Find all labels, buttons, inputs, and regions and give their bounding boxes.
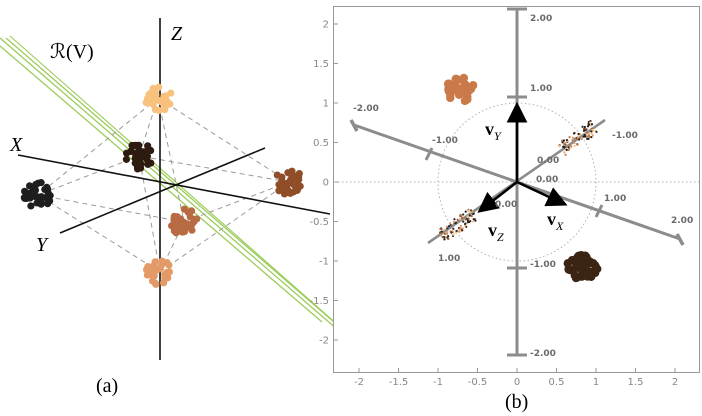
panel-b-caption: (b) bbox=[505, 391, 528, 413]
axes-3d bbox=[17, 18, 331, 360]
zero-label-3: 0.00 bbox=[495, 200, 517, 210]
cluster-3d bbox=[142, 83, 175, 115]
cluster-3d bbox=[143, 257, 173, 288]
vector-x-label: vX bbox=[547, 209, 564, 233]
daxis-label-m1: -1.00 bbox=[432, 136, 458, 146]
y-tick-label: -1.5 bbox=[309, 296, 329, 307]
octahedron-edge bbox=[37, 194, 161, 273]
vector-vx-arrow bbox=[516, 180, 568, 207]
x-tick-label: 2 bbox=[672, 377, 678, 388]
octahedron-edge bbox=[183, 181, 290, 223]
x-tick-label: 0 bbox=[514, 377, 520, 388]
cluster-3d bbox=[122, 141, 155, 173]
vaxis-label-m1: -1.00 bbox=[530, 260, 556, 270]
y-tick-label: 0 bbox=[323, 178, 329, 189]
daxis-label-2: 2.00 bbox=[671, 216, 693, 226]
x-tick-label: -1 bbox=[433, 377, 443, 388]
reference-lines bbox=[334, 102, 699, 262]
diagonal-axis-tick-left bbox=[424, 147, 434, 161]
projected-point-clouds bbox=[438, 119, 598, 241]
color-clusters-3d bbox=[20, 83, 304, 288]
octahedron-edge bbox=[37, 97, 159, 196]
panel-a: Z X Y ℛ(V) (a) bbox=[0, 18, 339, 397]
vector-vz-arrow bbox=[477, 180, 518, 213]
z-axis-label: Z bbox=[171, 23, 183, 45]
vaxis-label-m2: -2.00 bbox=[530, 349, 556, 359]
y-tick-label: -2 bbox=[319, 336, 329, 347]
color-clusters-2d bbox=[443, 73, 602, 283]
y-tick-label: 1 bbox=[323, 99, 329, 110]
zero-label-2: 0.00 bbox=[536, 175, 558, 185]
d2axis-label-m1: -1.00 bbox=[612, 131, 638, 141]
octahedron-edge bbox=[37, 194, 185, 223]
octahedron-edge bbox=[37, 155, 140, 196]
diagonal-axis-cap-left bbox=[349, 119, 359, 132]
panel-b: -2 -1.5 -1 -0.5 0 0.5 1 1.5 2 2 1.5 1 0.5 0 -0.5 -1 -1.5… bbox=[309, 6, 700, 413]
cluster-3d bbox=[168, 205, 201, 237]
y-axis-line bbox=[59, 147, 266, 234]
y-tick-label: 0.5 bbox=[313, 138, 329, 149]
x-axis-label: X bbox=[9, 134, 23, 156]
projected-cloud bbox=[438, 208, 477, 241]
x-tick-label: -2 bbox=[354, 377, 364, 388]
d2axis-label-1: 1.00 bbox=[438, 254, 460, 264]
daxis-label-1: 1.00 bbox=[604, 194, 626, 204]
panel-a-caption: (a) bbox=[96, 375, 118, 397]
projected-cloud bbox=[558, 119, 598, 156]
daxis-label-m2: -2.00 bbox=[353, 104, 379, 114]
x-axis-line bbox=[17, 154, 331, 215]
y-tick-label: -1 bbox=[319, 257, 329, 268]
diagonal-axis-cap-right bbox=[675, 233, 685, 246]
cluster-3d bbox=[20, 179, 54, 210]
x-tick-label: -1.5 bbox=[389, 377, 409, 388]
vector-y-label: vY bbox=[485, 119, 502, 143]
x-tick-label: -0.5 bbox=[468, 377, 488, 388]
unit-circle bbox=[437, 102, 597, 262]
x-tick-label: 1 bbox=[593, 377, 599, 388]
octahedron-edge bbox=[138, 155, 161, 273]
basis-vectors bbox=[477, 101, 568, 213]
diagonal-axis-tick-right bbox=[594, 204, 604, 218]
octahedron-edge bbox=[157, 97, 185, 223]
y-tick-label: -0.5 bbox=[309, 217, 329, 228]
cluster-3d bbox=[273, 167, 304, 198]
vaxis-label-2: 2.00 bbox=[530, 14, 552, 24]
cluster-2d bbox=[443, 73, 478, 106]
frame-ticks: -2 -1.5 -1 -0.5 0 0.5 1 1.5 2 2 1.5 1 0.5 0 -0.5 -1 -1.5… bbox=[309, 20, 678, 389]
y-axis-label: Y bbox=[36, 234, 49, 256]
dashed-octahedron bbox=[37, 97, 290, 273]
plane-label: ℛ(V) bbox=[50, 41, 94, 63]
zero-label-1: 0.00 bbox=[537, 156, 559, 166]
x-tick-label: 0.5 bbox=[549, 377, 565, 388]
cluster-2d bbox=[563, 250, 602, 283]
vaxis-label-1: 1.00 bbox=[530, 84, 552, 94]
vector-z-label: vZ bbox=[488, 220, 504, 244]
octahedron-edge bbox=[157, 97, 290, 183]
y-tick-label: 2 bbox=[323, 20, 329, 31]
x-tick-label: 1.5 bbox=[628, 377, 644, 388]
y-tick-label: 1.5 bbox=[313, 59, 329, 70]
